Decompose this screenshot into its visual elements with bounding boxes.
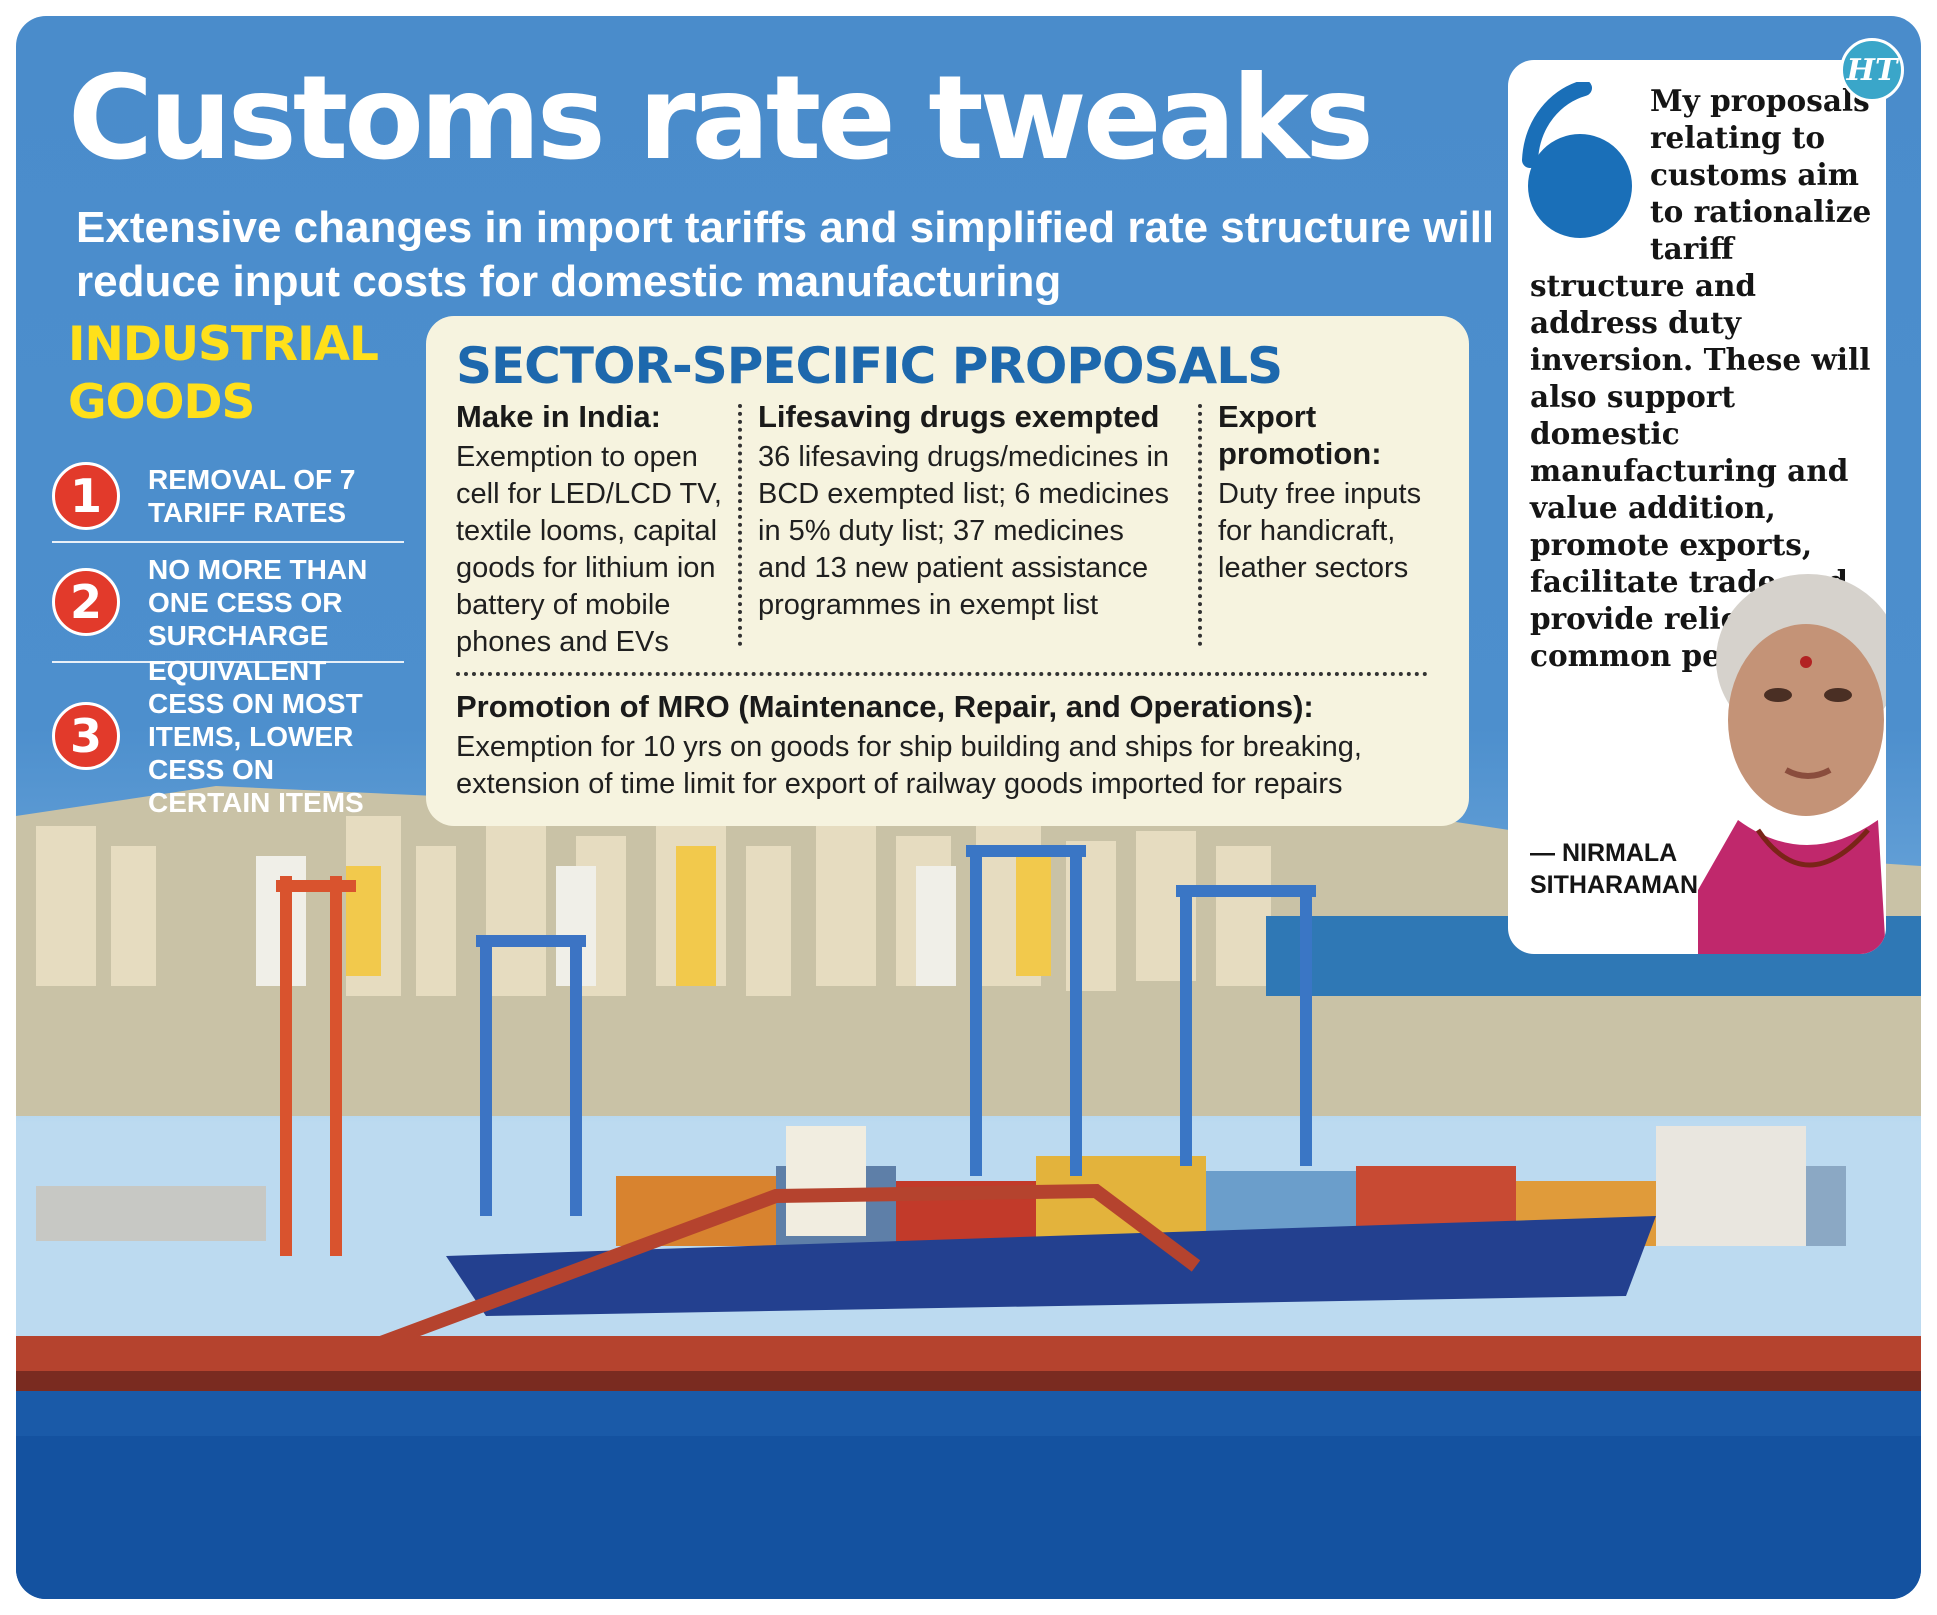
- quote-body: My proposals relating to customs aim to …: [1530, 83, 1872, 673]
- industrial-goods-heading-line2: GOODS: [68, 375, 255, 430]
- number-badge-2: 2: [52, 568, 120, 636]
- sector-proposals-heading: SECTOR-SPECIFIC PROPOSALS: [456, 337, 1283, 395]
- column-divider-2: [1198, 404, 1202, 646]
- mro-heading: Promotion of MRO (Maintenance, Repair, a…: [456, 689, 1314, 724]
- column-divider-1: [738, 404, 742, 646]
- page-title: Customs rate tweaks: [68, 51, 1374, 186]
- industrial-goods-item-2-text: No more than one cess or surcharge: [148, 553, 368, 651]
- industrial-goods-heading: INDUSTRIAL GOODS: [68, 316, 379, 432]
- mro-body: Exemption for 10 yrs on goods for ship b…: [456, 731, 1362, 800]
- export-promotion-body: Duty free inputs for handicraft, leather…: [1218, 478, 1422, 584]
- row-divider: [456, 672, 1428, 676]
- lifesaving-drugs-column: Lifesaving drugs exempted 36 lifesaving …: [758, 398, 1178, 624]
- sector-proposals-box: SECTOR-SPECIFIC PROPOSALS Make in India:…: [426, 316, 1469, 826]
- make-in-india-column: Make in India: Exemption to open cell fo…: [456, 398, 724, 661]
- make-in-india-body: Exemption to open cell for LED/LCD TV, t…: [456, 441, 722, 658]
- industrial-goods-item-3-text: Equivalent cess on most items, lower ces…: [148, 654, 364, 818]
- industrial-goods-heading-line1: INDUSTRIAL: [68, 317, 379, 372]
- industrial-goods-item-3: 3 Equivalent cess on most items, lower c…: [52, 655, 404, 818]
- port-scene-image: [16, 756, 1921, 1599]
- quote-author: — NIRMALA SITHARAMAN: [1530, 839, 1699, 899]
- mro-section: Promotion of MRO (Maintenance, Repair, a…: [456, 688, 1446, 803]
- infographic-card: Customs rate tweaks Extensive changes in…: [16, 16, 1921, 1599]
- number-badge-1: 1: [52, 462, 120, 530]
- subtitle: Extensive changes in import tariffs and …: [76, 203, 1495, 306]
- speaker-portrait: [1698, 574, 1886, 954]
- lifesaving-drugs-heading: Lifesaving drugs exempted: [758, 399, 1160, 434]
- industrial-goods-item-2: 2 No more than one cess or surcharge: [52, 543, 404, 663]
- export-promotion-heading: Export promotion:: [1218, 399, 1382, 471]
- quote-card: My proposals relating to customs aim to …: [1508, 60, 1886, 954]
- export-promotion-column: Export promotion: Duty free inputs for h…: [1218, 398, 1458, 587]
- make-in-india-heading: Make in India:: [456, 399, 661, 434]
- opening-quote-mark-icon: [1522, 82, 1632, 238]
- lifesaving-drugs-body: 36 lifesaving drugs/medicines in BCD exe…: [758, 441, 1170, 621]
- quote-text: My proposals relating to customs aim to …: [1522, 82, 1875, 674]
- number-badge-3: 3: [52, 702, 120, 770]
- ht-logo: HT: [1840, 38, 1904, 102]
